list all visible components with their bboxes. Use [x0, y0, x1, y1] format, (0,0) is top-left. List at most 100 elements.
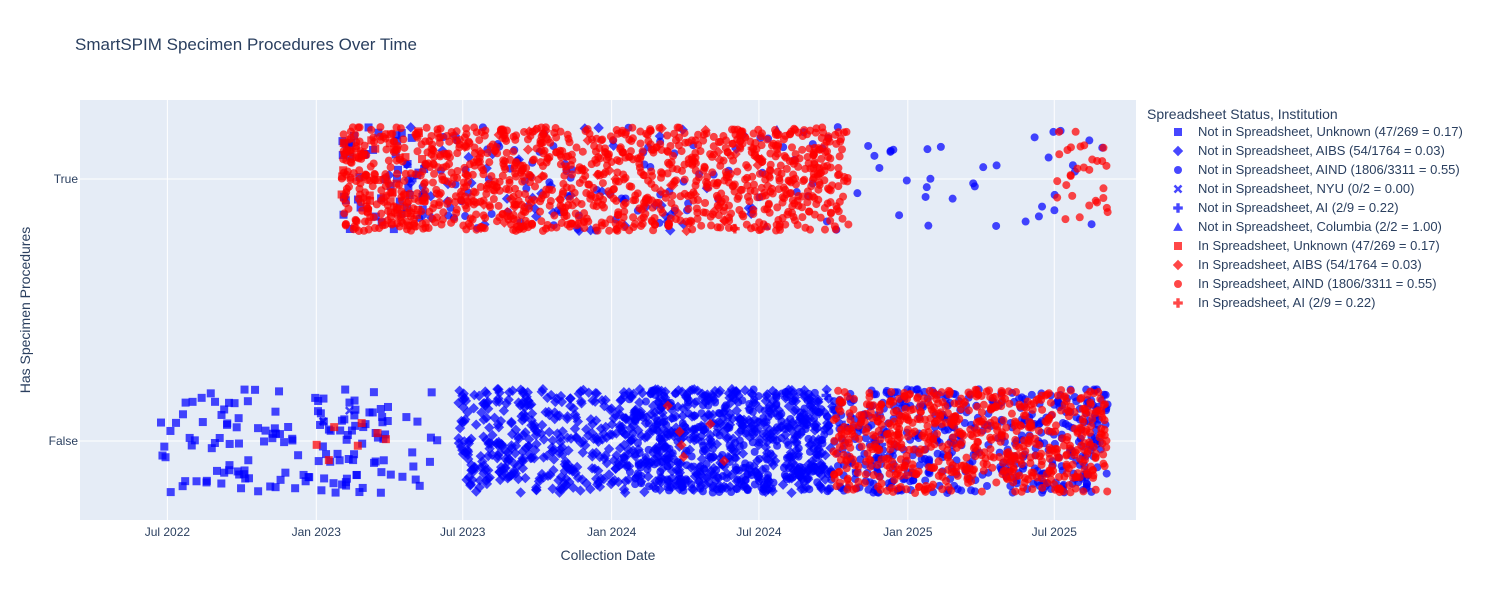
data-point — [637, 479, 646, 488]
data-point — [773, 145, 782, 154]
data-point — [1016, 456, 1025, 465]
data-point — [1079, 487, 1088, 496]
data-point — [181, 398, 190, 407]
data-point — [225, 439, 234, 448]
data-point — [575, 178, 584, 187]
data-point — [547, 435, 558, 446]
data-point — [301, 477, 310, 486]
data-point — [1024, 439, 1033, 448]
data-point — [701, 391, 710, 400]
data-point — [663, 462, 672, 471]
data-point — [700, 163, 709, 172]
legend-item[interactable]: In Spreadsheet, AIND (1806/3311 = 0.55) — [1174, 276, 1437, 291]
data-point — [342, 481, 351, 490]
data-point — [1062, 462, 1071, 471]
data-point — [609, 194, 618, 203]
data-point — [842, 464, 851, 473]
data-point — [1100, 431, 1109, 440]
data-point — [809, 151, 818, 160]
data-point — [377, 468, 386, 477]
data-point — [911, 488, 920, 497]
data-point — [454, 385, 465, 396]
data-point — [547, 446, 558, 457]
data-point — [745, 400, 754, 409]
data-point — [647, 458, 656, 467]
data-point — [552, 148, 561, 157]
legend-item[interactable]: Not in Spreadsheet, NYU (0/2 = 0.00) — [1173, 181, 1415, 196]
data-point — [516, 411, 527, 422]
data-point — [693, 208, 702, 217]
data-point — [865, 393, 874, 402]
data-point — [1062, 451, 1071, 460]
data-point — [780, 194, 789, 203]
data-point — [244, 456, 253, 465]
data-point — [366, 196, 375, 205]
data-point — [714, 138, 723, 147]
legend-item[interactable]: In Spreadsheet, AIBS (54/1764 = 0.03) — [1172, 257, 1422, 272]
data-point — [399, 135, 408, 144]
data-point — [1099, 143, 1108, 152]
legend-item[interactable]: Not in Spreadsheet, AIBS (54/1764 = 0.03… — [1172, 143, 1445, 158]
data-point — [1026, 459, 1035, 468]
data-point — [384, 156, 393, 165]
data-point — [1057, 406, 1066, 415]
data-point — [536, 468, 548, 480]
data-point — [730, 223, 740, 234]
data-point — [716, 223, 725, 232]
data-point — [1085, 201, 1094, 210]
data-point — [979, 400, 988, 409]
data-point — [660, 210, 671, 222]
data-point — [913, 414, 922, 423]
data-point — [571, 431, 582, 443]
y-axis-ticks: False True — [49, 172, 79, 448]
data-point — [501, 398, 512, 409]
data-point — [636, 139, 645, 148]
data-point — [369, 388, 378, 397]
data-point — [629, 213, 638, 222]
data-point — [645, 482, 654, 491]
data-point — [762, 389, 773, 400]
data-point — [556, 195, 565, 204]
data-point — [826, 186, 835, 195]
legend-item[interactable]: In Spreadsheet, Unknown (47/269 = 0.17) — [1174, 238, 1440, 253]
data-point — [701, 199, 710, 208]
data-point — [317, 486, 326, 495]
data-point — [1088, 466, 1097, 475]
legend-item[interactable]: Not in Spreadsheet, AIND (1806/3311 = 0.… — [1174, 162, 1460, 177]
data-point — [558, 147, 567, 156]
legend-item[interactable]: Not in Spreadsheet, Columbia (2/2 = 1.00… — [1173, 219, 1442, 234]
data-point — [854, 434, 863, 443]
data-point — [294, 451, 303, 460]
data-point — [666, 465, 678, 477]
data-point — [646, 389, 655, 398]
legend-item[interactable]: Not in Spreadsheet, AI (2/9 = 0.22) — [1173, 200, 1399, 215]
data-point — [816, 213, 825, 222]
data-point — [463, 151, 474, 163]
data-point — [1096, 394, 1105, 403]
data-point — [743, 414, 755, 426]
data-point — [832, 202, 841, 211]
data-point — [735, 206, 744, 215]
data-point — [988, 463, 997, 472]
data-point — [519, 172, 528, 181]
data-point — [890, 431, 899, 440]
data-point — [1091, 196, 1100, 205]
legend-item[interactable]: In Spreadsheet, AI (2/9 = 0.22) — [1173, 295, 1375, 310]
data-point — [682, 461, 691, 470]
data-point — [693, 214, 702, 223]
data-point — [711, 476, 720, 485]
data-point — [671, 215, 680, 224]
data-point — [791, 150, 800, 159]
data-point — [973, 437, 982, 446]
data-point — [388, 129, 397, 138]
data-point — [875, 402, 884, 411]
data-point — [784, 440, 793, 449]
data-point — [831, 225, 840, 234]
data-point — [1080, 438, 1089, 447]
data-point — [368, 408, 377, 417]
data-point — [442, 162, 451, 171]
data-point — [520, 427, 531, 438]
data-point — [568, 201, 577, 210]
data-point — [641, 453, 650, 462]
legend-item[interactable]: Not in Spreadsheet, Unknown (47/269 = 0.… — [1174, 124, 1463, 139]
